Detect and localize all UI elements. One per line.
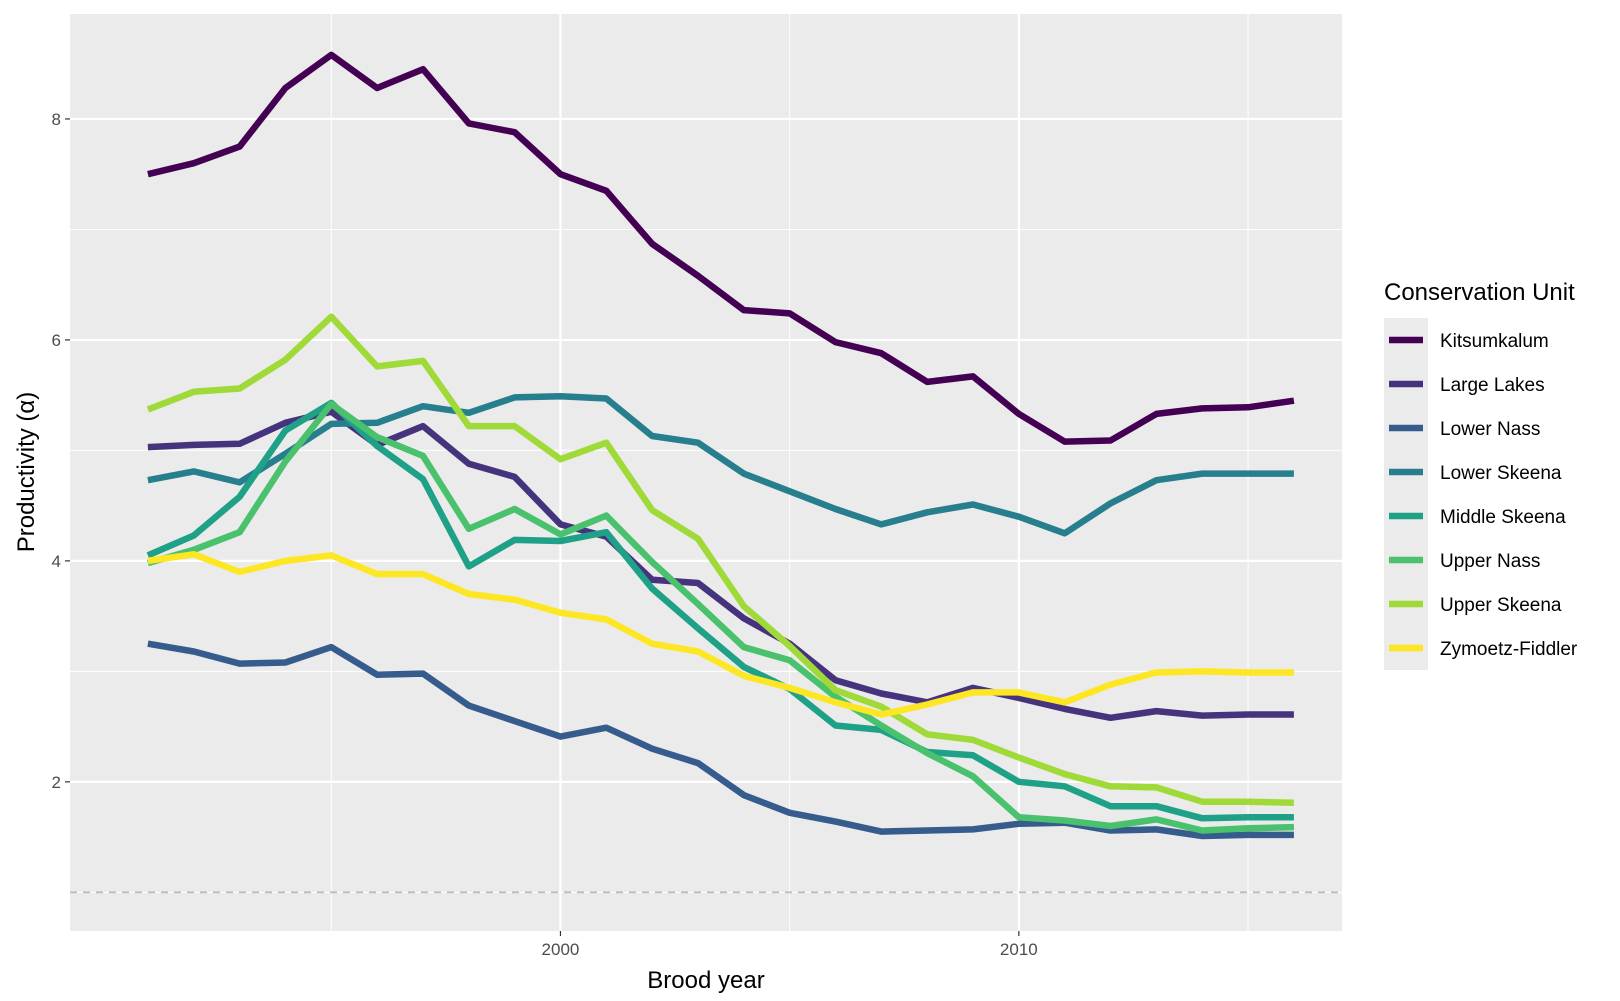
x-axis-title: Brood year [647, 967, 764, 994]
x-tick-label: 2000 [542, 940, 580, 959]
x-axis-ticks: 2000 2010 [542, 931, 1038, 959]
series-line-zymoetz-fiddler [147, 551, 1294, 718]
legend-label: Large Lakes [1440, 375, 1545, 396]
legend-label: Middle Skeena [1440, 507, 1566, 528]
series-line-lower-nass [147, 640, 1294, 840]
legend-label: Upper Nass [1440, 551, 1540, 572]
legend-label: Zymoetz-Fiddler [1440, 639, 1578, 660]
y-tick-label: 4 [52, 552, 61, 571]
legend-label: Lower Skeena [1440, 463, 1562, 484]
y-axis-ticks: 2 4 6 8 [52, 110, 70, 792]
y-axis-title: Productivity (α) [13, 392, 40, 553]
y-tick-label: 6 [52, 331, 61, 350]
series-line-kitsumkalum [147, 51, 1295, 445]
x-tick-label: 2010 [1000, 940, 1038, 959]
legend-label: Kitsumkalum [1440, 331, 1549, 352]
legend-keys: Kitsumkalum Large Lakes Lower Nass Lower Sk… [1384, 318, 1578, 670]
series-lines [146, 51, 1295, 840]
y-tick-label: 8 [52, 110, 61, 129]
legend-title: Conservation Unit [1384, 279, 1575, 306]
y-tick-label: 2 [52, 773, 61, 792]
legend-label: Upper Skeena [1440, 595, 1562, 616]
series-line-large-lakes [147, 408, 1294, 722]
series-line-lower-skeena [147, 393, 1294, 537]
legend-label: Lower Nass [1440, 419, 1540, 440]
series-line-upper-skeena [146, 313, 1294, 807]
legend: Conservation Unit Kitsumkalum Large Lakes… [1384, 279, 1578, 670]
series-line-upper-nass [146, 400, 1294, 834]
